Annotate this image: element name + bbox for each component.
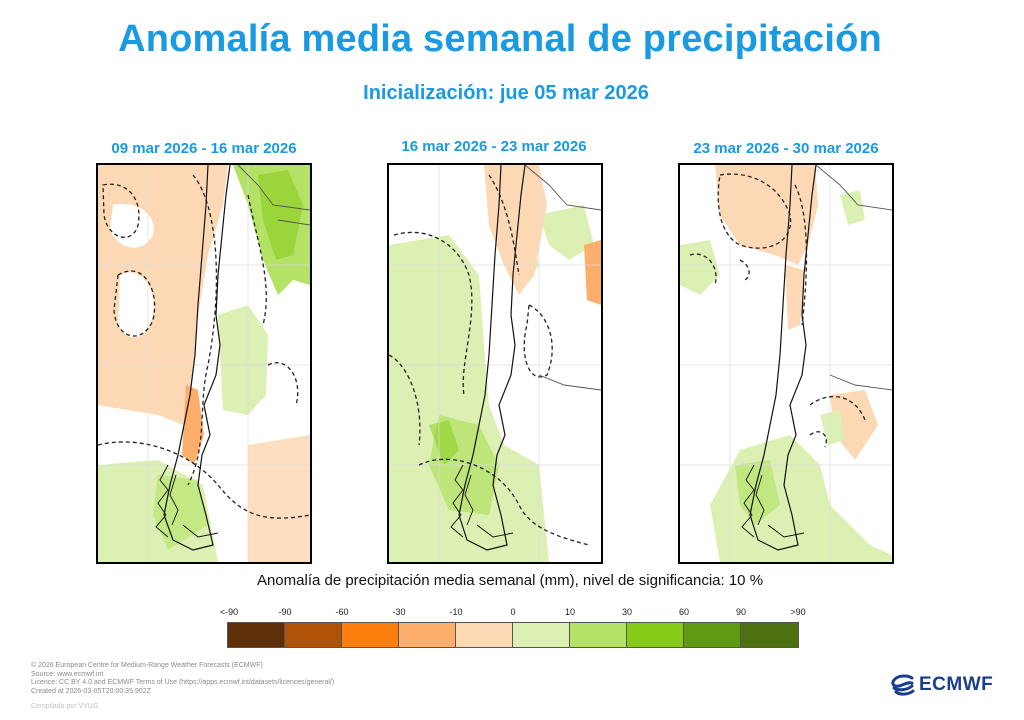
chile-argentina-coast [458, 165, 526, 551]
color-box [399, 623, 456, 647]
chart-title: Anomalía media semanal de precipitación [118, 18, 882, 60]
wet-anomaly-west [389, 235, 549, 562]
colorbar [227, 622, 799, 648]
color-box [570, 623, 627, 647]
ecmwf-logo: ECMWF [890, 672, 993, 698]
map-panel-1 [96, 163, 312, 564]
panel-2-label: 16 mar 2026 - 23 mar 2026 [401, 138, 587, 155]
panel-1-label: 09 mar 2026 - 16 mar 2026 [111, 140, 297, 157]
tick-label: -10 [449, 607, 463, 617]
color-box [627, 623, 684, 647]
color-box [741, 623, 798, 647]
map-panel-2 [387, 163, 603, 564]
tick-label: <-90 [219, 607, 239, 617]
footer-line: © 2026 European Centre for Medium-Range … [31, 662, 263, 669]
tick-label: 0 [510, 607, 516, 617]
dry-anomaly-north [715, 165, 818, 265]
ecmwf-logo-text: ECMWF [919, 674, 994, 695]
colorbar-caption: Anomalía de precipitación media semanal … [256, 572, 764, 589]
color-box [228, 623, 285, 647]
wet-anomaly-central [218, 305, 268, 415]
color-box [513, 623, 570, 647]
dry-anomaly-east [830, 390, 878, 460]
chile-argentina-coast [749, 165, 817, 551]
color-box [285, 623, 342, 647]
dry-anomaly-east [584, 240, 601, 305]
compiled-by: Compilado por VVUG [31, 703, 99, 710]
tick-label: 30 [621, 607, 632, 617]
chile-argentina-coast [163, 165, 231, 551]
map-panel-3 [678, 163, 894, 564]
tick-label: 90 [735, 607, 746, 617]
tick-label: -90 [278, 607, 292, 617]
panel-3-label: 23 mar 2026 - 30 mar 2026 [693, 140, 879, 157]
footer-line: Licence: CC BY 4.0 and ECMWF Terms of Us… [31, 679, 335, 687]
color-box [456, 623, 513, 647]
ecmwf-logo-icon [891, 674, 915, 696]
tick-label: -60 [335, 607, 349, 617]
colorbar-ticks: <-90 -90 -60 -30 -10 0 10 30 60 90 >90 [200, 607, 840, 621]
tick-label: >90 [790, 607, 806, 617]
tick-label: 10 [564, 607, 575, 617]
tick-label: 60 [678, 607, 689, 617]
copyright-footer: © 2026 European Centre for Medium-Range … [31, 662, 334, 696]
color-box [342, 623, 399, 647]
footer-line: Created at 2026-03-05T20:00:35.902Z [31, 687, 151, 695]
tick-label: -30 [392, 607, 406, 617]
color-box [684, 623, 741, 647]
initialization-date: Inicialización: jue 05 mar 2026 [363, 82, 649, 104]
footer-line: Source: www.ecmwf.int [31, 670, 104, 678]
